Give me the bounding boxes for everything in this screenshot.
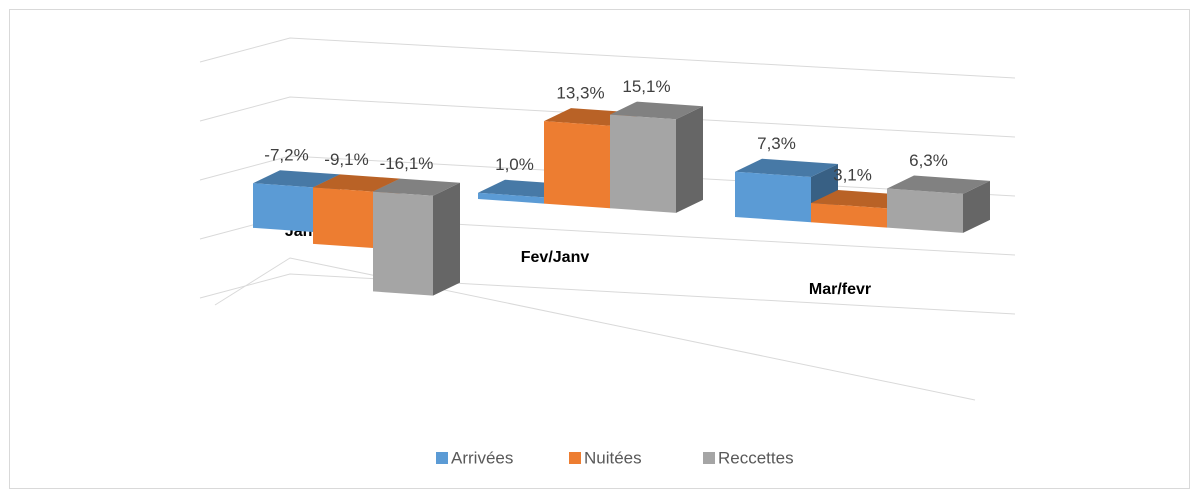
bar-front	[811, 203, 887, 228]
bar-top	[887, 175, 990, 194]
data-label: 7,3%	[757, 134, 796, 153]
x-tick-label: Fev/Janv	[521, 249, 590, 266]
data-label: -9,1%	[324, 150, 368, 169]
bar	[735, 158, 838, 223]
bar-top	[253, 170, 340, 188]
bar-front	[610, 114, 676, 213]
data-label: -16,1%	[380, 154, 434, 173]
bar-front	[313, 187, 373, 249]
bar-top	[735, 158, 838, 178]
floor-line	[214, 257, 976, 401]
bar	[610, 101, 703, 213]
bar	[373, 178, 460, 296]
bar-side	[963, 180, 990, 233]
grid-line	[199, 96, 1016, 138]
data-label: 13,3%	[556, 84, 604, 103]
grid-line	[199, 273, 1016, 315]
legend-swatch	[436, 452, 448, 464]
bar-front	[253, 183, 313, 233]
bar-side	[433, 182, 460, 296]
data-label: 3,1%	[833, 166, 872, 185]
legend-label: Arrivées	[451, 448, 513, 467]
legend-label: Reccettes	[718, 448, 794, 467]
data-label: -7,2%	[264, 146, 308, 165]
bar-side	[676, 106, 703, 213]
grid-line	[199, 37, 1016, 79]
legend-swatch	[703, 452, 715, 464]
bar-front	[373, 191, 433, 296]
bar-top	[313, 174, 400, 192]
data-label: 15,1%	[622, 77, 670, 96]
data-label: 1,0%	[495, 155, 534, 174]
bar-front	[478, 192, 544, 204]
bar-top	[610, 101, 703, 120]
legend-label: Nuitées	[584, 448, 642, 467]
bar-top	[373, 178, 460, 196]
bar-front	[887, 188, 963, 233]
bar-front	[735, 171, 811, 223]
bar-front	[544, 121, 610, 209]
legend-swatch	[569, 452, 581, 464]
bar	[887, 175, 990, 233]
chart-border	[9, 9, 1190, 489]
data-label: 6,3%	[909, 151, 948, 170]
x-tick-label: Mar/fevr	[809, 281, 871, 298]
